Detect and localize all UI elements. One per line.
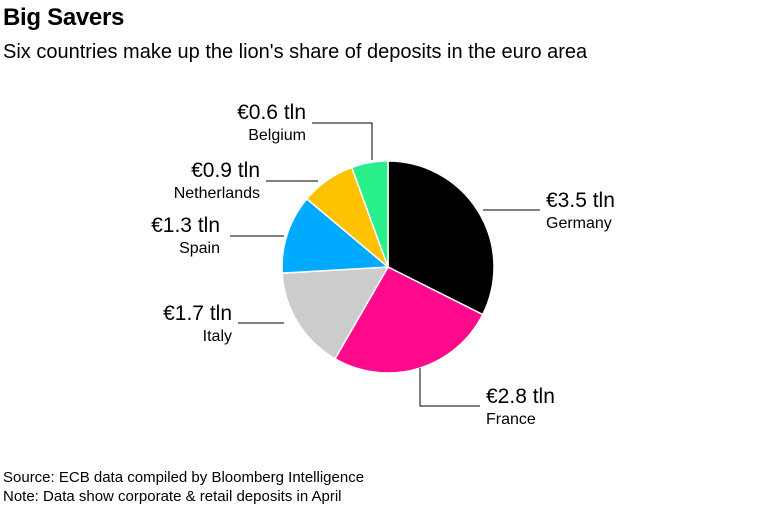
- value-label-italy: €1.7 tln: [163, 302, 232, 325]
- pie-slice-germany: [387, 160, 495, 316]
- pie-slice-france: [333, 266, 484, 374]
- data-note: Note: Data show corporate & retail depos…: [3, 488, 342, 505]
- value-label-netherlands: €0.9 tln: [191, 159, 260, 182]
- leader-line-france: [419, 368, 480, 407]
- country-label-germany: Germany: [546, 215, 612, 232]
- value-label-spain: €1.3 tln: [151, 214, 220, 237]
- chart-subtitle: Six countries make up the lion's share o…: [3, 41, 588, 63]
- value-label-belgium: €0.6 tln: [237, 101, 306, 124]
- leader-lines: [230, 122, 540, 407]
- country-label-spain: Spain: [179, 240, 220, 257]
- leader-line-belgium: [312, 122, 373, 160]
- chart-title: Big Savers: [3, 4, 125, 31]
- country-label-netherlands: Netherlands: [174, 185, 260, 202]
- source-note: Source: ECB data compiled by Bloomberg I…: [3, 469, 365, 486]
- pie-slice-belgium: [350, 160, 389, 268]
- pie-slices: [281, 160, 495, 374]
- slice-labels: €3.5 tln Germany €2.8 tln France €1.7 tln Ita…: [151, 101, 615, 428]
- country-label-italy: Italy: [203, 328, 232, 345]
- pie-slice-spain: [281, 197, 390, 274]
- value-label-france: €2.8 tln: [486, 385, 555, 408]
- country-label-france: France: [486, 411, 536, 428]
- pie-slice-italy: [281, 266, 390, 360]
- value-label-germany: €3.5 tln: [546, 189, 615, 212]
- country-label-belgium: Belgium: [248, 127, 306, 144]
